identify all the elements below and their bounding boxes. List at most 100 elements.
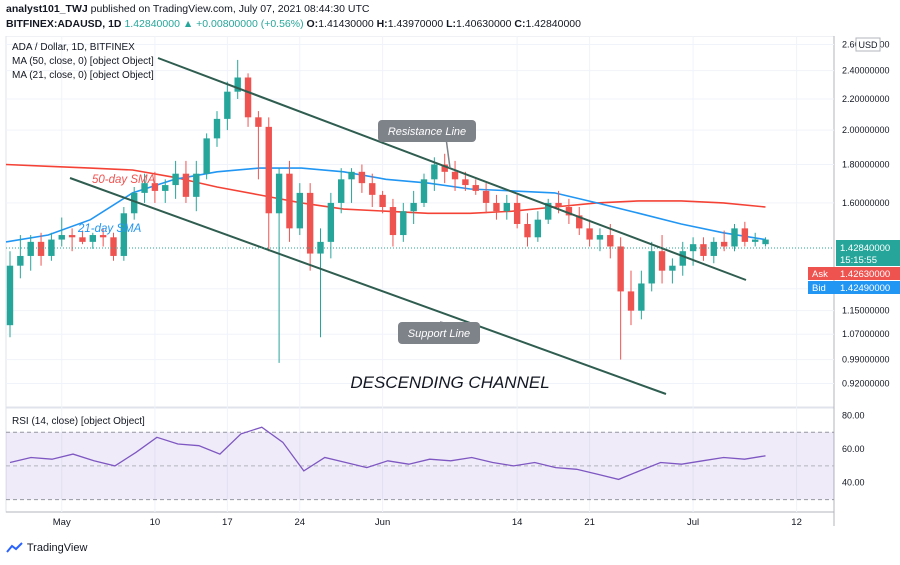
- high-value: 1.43970000: [387, 18, 444, 30]
- candle-body: [648, 251, 655, 284]
- up-arrow-icon: ▲: [182, 18, 194, 30]
- price-tick-label: 1.15000000: [842, 306, 890, 316]
- candle: [317, 228, 324, 338]
- candle-body: [141, 183, 148, 193]
- candle: [576, 207, 583, 236]
- candle: [441, 153, 448, 184]
- candle-body: [27, 241, 34, 256]
- candle-body: [493, 202, 500, 212]
- candle-body: [669, 265, 676, 271]
- candle: [58, 217, 65, 247]
- candle: [17, 235, 24, 279]
- candle: [410, 190, 417, 224]
- candle-body: [99, 235, 107, 238]
- candle-body: [638, 283, 645, 311]
- price-tick-label: 1.07000000: [842, 329, 890, 339]
- candle-body: [472, 185, 479, 191]
- currency-badge[interactable]: [855, 37, 881, 52]
- candle: [400, 202, 407, 242]
- channel-label: DESCENDING CHANNEL: [350, 373, 549, 392]
- candle: [762, 237, 769, 247]
- tradingview-brand[interactable]: TradingView: [26, 542, 88, 554]
- tradingview-logo-icon: [6, 542, 23, 553]
- candle: [482, 183, 490, 214]
- price-tick-label: 0.92000000: [842, 378, 890, 388]
- candle-body: [213, 118, 221, 139]
- candle: [182, 160, 190, 203]
- candle: [193, 160, 200, 212]
- candle-body: [37, 241, 45, 256]
- candle-body: [348, 171, 355, 180]
- candle: [669, 258, 676, 284]
- candle-body: [576, 215, 583, 229]
- candle-body: [275, 173, 283, 214]
- candle-body: [327, 202, 335, 242]
- candle: [596, 228, 604, 252]
- candle-body: [120, 213, 128, 256]
- candle-body: [617, 246, 624, 292]
- support-label: Support Line: [408, 328, 470, 340]
- candle: [306, 183, 314, 271]
- candle: [203, 133, 210, 180]
- author-name[interactable]: analyst101_TWJ: [6, 3, 88, 15]
- candle-body: [607, 235, 614, 247]
- candle-body: [565, 207, 573, 216]
- candle-body: [586, 228, 593, 240]
- candle-body: [162, 185, 169, 191]
- candle-body: [193, 173, 200, 197]
- time-axis[interactable]: May 10 17 24 Jun 14 21 Jul 12: [53, 517, 802, 528]
- time-tick-label: 21: [584, 517, 595, 528]
- candle-body: [224, 91, 231, 119]
- candle-body: [462, 179, 469, 186]
- support-trendline[interactable]: [69, 177, 667, 395]
- open-label: O:: [306, 18, 319, 30]
- ma50-line: [5, 163, 766, 215]
- candle: [420, 173, 428, 208]
- candle-body: [627, 291, 635, 311]
- candle-body: [296, 192, 303, 229]
- candle-body: [358, 171, 366, 184]
- candle: [151, 171, 159, 203]
- candle-body: [265, 126, 272, 214]
- rsi-tick-label: 60.00: [842, 444, 865, 454]
- candle: [503, 194, 510, 220]
- last-price: 1.42840000: [124, 18, 180, 30]
- candle-body: [389, 207, 397, 236]
- sma21-label: 21-day SMA: [77, 223, 142, 235]
- candle-body: [441, 164, 448, 172]
- candle-body: [110, 237, 117, 256]
- candle: [389, 198, 397, 247]
- published-text: published on TradingView.com, July 07, 2…: [90, 3, 370, 15]
- low-label: L:: [446, 18, 457, 30]
- candle-body: [503, 202, 510, 212]
- candle-body: [306, 192, 314, 254]
- candle: [213, 111, 221, 147]
- candle-body: [244, 77, 252, 118]
- ma50-legend: MA (50, close, 0) [object Object]: [12, 56, 154, 67]
- candle: [493, 194, 500, 220]
- candle: [275, 168, 283, 363]
- countdown-value: 15:15:55: [840, 255, 877, 266]
- candle: [296, 183, 303, 236]
- candle-body: [720, 241, 728, 247]
- candle-body: [255, 117, 262, 127]
- candle-body: [172, 173, 179, 186]
- chart-area[interactable]: 0.92000000 0.99000000 1.07000000 1.15000000…: [0, 36, 900, 539]
- candle: [451, 160, 459, 191]
- candle: [731, 223, 738, 252]
- high-label: H:: [376, 18, 388, 30]
- candle: [99, 228, 107, 247]
- rsi-axis: 40.00 60.00 80.00: [842, 410, 865, 487]
- candle-body: [555, 202, 562, 208]
- candle: [286, 160, 293, 242]
- candle: [679, 241, 686, 276]
- chart-header: analyst101_TWJ published on TradingView.…: [0, 0, 900, 36]
- resistance-trendline[interactable]: [157, 57, 747, 281]
- candle-body: [534, 219, 542, 238]
- candle: [472, 179, 479, 195]
- candle: [648, 241, 655, 292]
- candle: [586, 219, 593, 247]
- candle: [369, 173, 376, 208]
- candle-body: [545, 202, 552, 220]
- rsi-tick-label: 40.00: [842, 478, 865, 488]
